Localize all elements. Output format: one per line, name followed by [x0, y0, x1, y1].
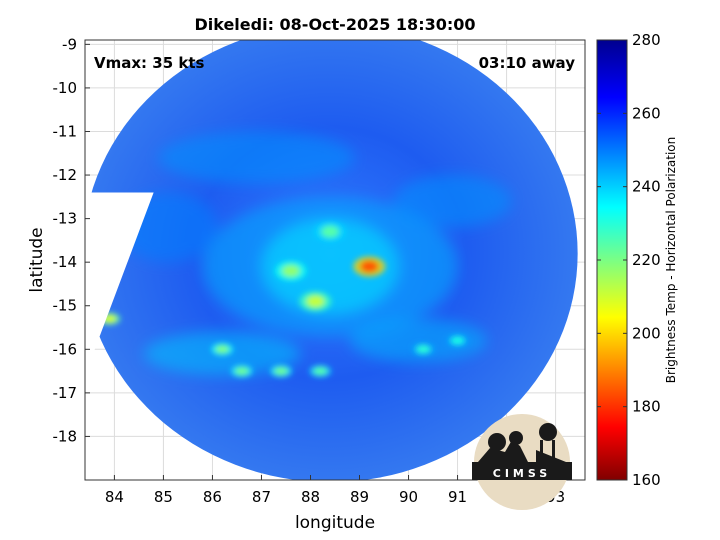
colorbar-tick-label: 240	[632, 178, 661, 196]
cell-eye-warm-core	[360, 260, 379, 273]
rain-bands	[119, 131, 512, 376]
cell-outer-band-4	[313, 367, 328, 376]
microwave-swath	[85, 40, 578, 480]
x-tick-label: 85	[154, 488, 173, 506]
y-axis-ticks: -9 -10 -11 -12 -13 -14 -15 -16 -17 -18	[53, 35, 90, 445]
y-tick-label: -14	[53, 253, 78, 271]
x-tick-label: 91	[448, 488, 467, 506]
y-tick-label: -9	[62, 35, 77, 53]
y-tick-label: -17	[53, 384, 78, 402]
colorbar-tick-label: 280	[632, 31, 661, 49]
y-tick-label: -13	[53, 210, 78, 228]
cell-outer-band-5	[416, 345, 431, 354]
vmax-annotation: Vmax: 35 kts	[94, 54, 204, 72]
colorbar	[596, 39, 628, 481]
swath-gap	[85, 192, 154, 363]
cell-outer-band-3	[274, 367, 289, 376]
y-tick-label: -12	[53, 166, 78, 184]
rain-band	[349, 318, 487, 363]
colorbar-tick-label: 200	[632, 324, 661, 342]
y-tick-label: -18	[53, 427, 78, 445]
cell-inner-ring-south	[306, 295, 325, 308]
logo-text: CIMSS	[493, 467, 551, 480]
y-tick-label: -11	[53, 122, 78, 140]
y-axis-label: latitude	[27, 227, 47, 292]
y-tick-label: -10	[53, 79, 78, 97]
chart-title: Dikeledi: 08-Oct-2025 18:30:00	[194, 15, 475, 34]
colorbar-tick-label: 220	[632, 251, 661, 269]
colorbar-ticks: 280 260 240 220 200 180 160	[597, 31, 661, 489]
time-away-annotation: 03:10 away	[479, 54, 576, 72]
cell-outer-band-6	[450, 336, 465, 345]
cell-inner-ring-north	[321, 225, 340, 238]
rain-band	[158, 131, 355, 184]
cell-outer-band-2	[234, 367, 249, 376]
colorbar-tick-label: 180	[632, 398, 661, 416]
cell-outer-band-1	[215, 345, 230, 354]
rain-band	[261, 218, 399, 315]
x-tick-label: 87	[252, 488, 271, 506]
x-tick-label: 86	[203, 488, 222, 506]
rain-band	[393, 175, 512, 228]
x-tick-label: 88	[301, 488, 320, 506]
x-tick-label: 90	[399, 488, 418, 506]
colorbar-tick-label: 160	[632, 471, 661, 489]
cell-inner-ring-west	[281, 264, 300, 277]
colorbar-label: Brightness Temp - Horizontal Polarizatio…	[664, 137, 678, 384]
y-tick-label: -16	[53, 340, 78, 358]
colorbar-tick-label: 260	[632, 104, 661, 122]
x-tick-label: 84	[105, 488, 124, 506]
y-tick-label: -15	[53, 297, 78, 315]
x-axis-label: longitude	[295, 513, 375, 533]
axes-frame	[84, 39, 586, 481]
x-tick-label: 89	[350, 488, 369, 506]
cimss-logo: CIMSS	[472, 414, 572, 510]
